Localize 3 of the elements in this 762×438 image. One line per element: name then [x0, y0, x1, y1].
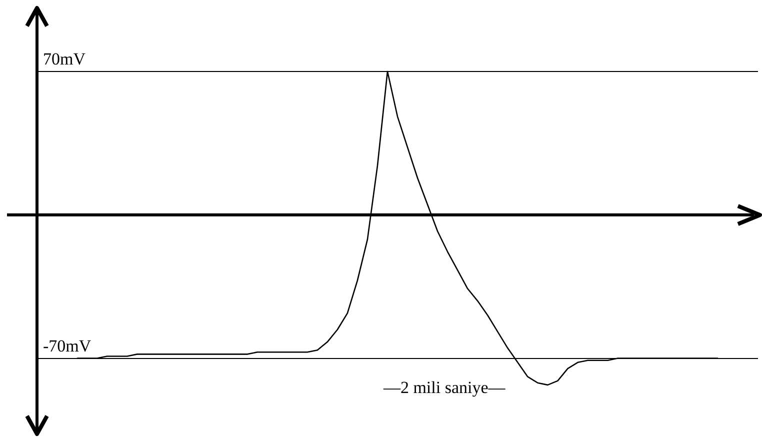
- y-tick-label: -70mV: [43, 336, 92, 356]
- annotation: —2 mili saniye—: [382, 378, 506, 397]
- y-tick-label: 70mV: [43, 49, 86, 68]
